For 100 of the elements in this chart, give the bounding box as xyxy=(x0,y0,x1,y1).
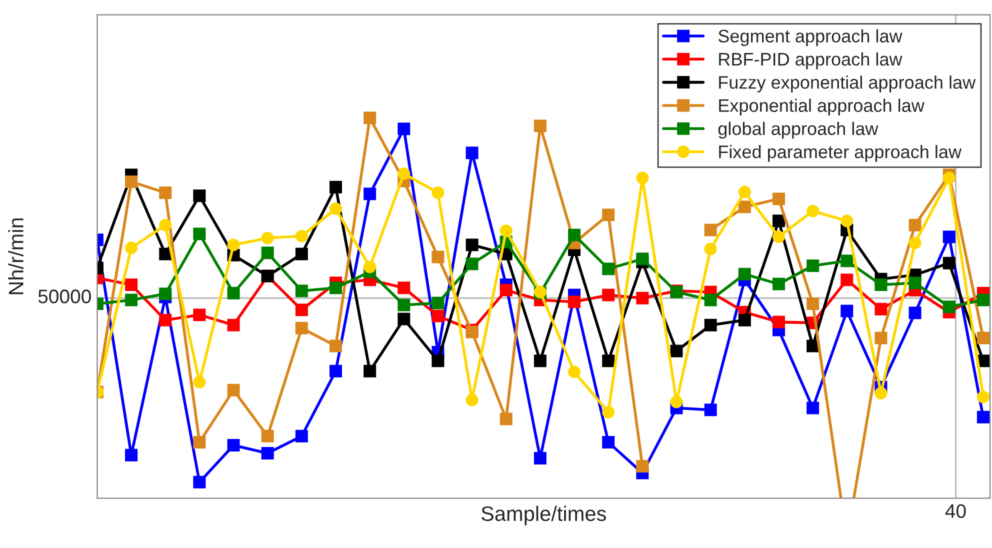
point xyxy=(330,340,342,352)
point xyxy=(125,278,138,292)
point xyxy=(398,312,410,326)
point xyxy=(976,390,990,404)
point xyxy=(398,168,410,180)
point xyxy=(398,122,410,136)
point xyxy=(976,294,990,306)
legend-label: global approach law xyxy=(718,122,878,139)
point xyxy=(330,180,342,194)
point xyxy=(466,238,478,252)
point xyxy=(840,304,854,318)
point xyxy=(432,310,444,322)
point xyxy=(602,436,615,448)
point xyxy=(261,430,274,442)
point xyxy=(704,404,717,416)
point xyxy=(432,354,444,368)
point xyxy=(159,186,172,200)
point xyxy=(500,224,512,238)
point xyxy=(193,228,206,240)
point xyxy=(908,236,922,250)
point xyxy=(398,282,410,294)
point xyxy=(568,296,581,308)
point xyxy=(534,120,546,132)
point xyxy=(602,354,615,368)
point xyxy=(295,230,308,242)
point xyxy=(806,260,820,272)
point xyxy=(193,436,206,448)
point xyxy=(227,384,240,396)
point xyxy=(295,248,308,260)
point xyxy=(534,354,546,368)
point xyxy=(704,318,717,332)
point xyxy=(908,276,922,290)
point xyxy=(636,460,649,472)
point xyxy=(738,186,751,198)
point xyxy=(159,314,172,326)
point xyxy=(738,268,751,280)
point xyxy=(874,332,888,344)
point xyxy=(602,208,615,222)
point xyxy=(738,200,751,214)
point xyxy=(295,322,308,334)
point xyxy=(159,218,172,232)
point xyxy=(330,282,342,294)
point xyxy=(466,258,478,270)
point xyxy=(738,314,751,326)
y-axis-title: Nh/r/min xyxy=(8,218,24,294)
legend-label: RBF-PID approach law xyxy=(719,52,902,70)
point xyxy=(976,332,990,344)
point xyxy=(159,288,172,300)
point xyxy=(227,238,240,252)
point xyxy=(772,192,785,206)
point xyxy=(704,224,717,236)
point xyxy=(432,296,444,310)
point xyxy=(466,394,478,406)
x-axis-title: Sample/times xyxy=(481,506,606,526)
legend-label: Fuzzy exponential approach law xyxy=(719,76,976,92)
point xyxy=(806,402,820,414)
point xyxy=(772,230,785,244)
point xyxy=(364,260,376,274)
point xyxy=(772,214,785,228)
point xyxy=(159,248,172,260)
point xyxy=(295,284,308,298)
point xyxy=(330,364,342,378)
point xyxy=(432,250,444,264)
point xyxy=(125,175,138,188)
annotation: 40 xyxy=(945,504,966,518)
point xyxy=(227,439,240,452)
point xyxy=(942,172,956,184)
point xyxy=(976,410,990,424)
point xyxy=(772,316,785,328)
legend-label: Segment approach law xyxy=(718,29,902,46)
point xyxy=(772,278,785,290)
point xyxy=(432,186,444,200)
point xyxy=(261,447,274,460)
point xyxy=(364,188,376,200)
point xyxy=(227,318,240,332)
point xyxy=(602,288,615,302)
point xyxy=(874,302,888,316)
point xyxy=(840,254,854,268)
point xyxy=(193,376,206,388)
point xyxy=(295,430,308,442)
point xyxy=(500,284,512,296)
point xyxy=(840,214,854,228)
point xyxy=(125,242,138,254)
point xyxy=(466,146,478,160)
point xyxy=(908,218,922,232)
point xyxy=(295,304,308,316)
point xyxy=(398,298,410,312)
point xyxy=(806,298,820,310)
point xyxy=(636,172,649,184)
point xyxy=(806,340,820,352)
text: 50000 xyxy=(38,290,91,304)
point xyxy=(874,278,888,292)
point xyxy=(942,230,956,244)
point xyxy=(534,452,546,464)
point xyxy=(125,448,138,462)
point xyxy=(261,232,274,244)
legend-label: Fixed parameter approach law xyxy=(719,144,962,162)
point xyxy=(364,112,376,124)
point xyxy=(125,294,138,306)
point xyxy=(942,300,956,314)
